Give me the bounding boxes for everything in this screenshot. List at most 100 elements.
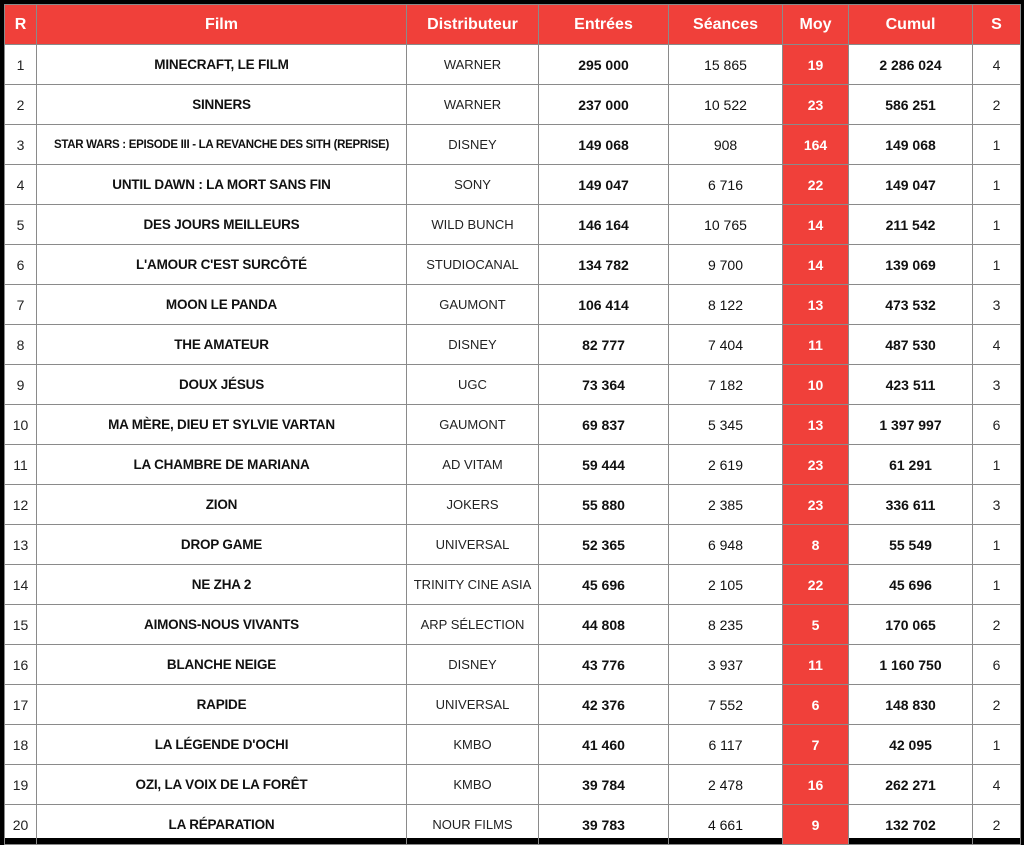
cell-distributor: WARNER [406, 84, 539, 125]
cell-average: 8 [782, 524, 849, 565]
cell-distributor: DISNEY [406, 644, 539, 685]
cell-rank: 7 [4, 284, 37, 325]
cell-distributor: STUDIOCANAL [406, 244, 539, 285]
cell-screenings: 2 478 [668, 764, 783, 805]
cell-film: OZI, LA VOIX DE LA FORÊT [36, 764, 407, 805]
cell-cumul: 61 291 [848, 444, 973, 485]
cell-week: 4 [972, 44, 1021, 85]
cell-average: 11 [782, 324, 849, 365]
cell-distributor: WILD BUNCH [406, 204, 539, 245]
cell-entries: 55 880 [538, 484, 669, 525]
cell-film: RAPIDE [36, 684, 407, 725]
cell-distributor: ARP SÉLECTION [406, 604, 539, 645]
table-row: 19 OZI, LA VOIX DE LA FORÊT KMBO 39 784 2 47… [4, 764, 1021, 805]
cell-distributor: JOKERS [406, 484, 539, 525]
table-row: 10 MA MÈRE, DIEU ET SYLVIE VARTAN GAUMONT 6… [4, 404, 1021, 445]
cell-week: 2 [972, 804, 1021, 845]
cell-rank: 11 [4, 444, 37, 485]
table-row: 11 LA CHAMBRE DE MARIANA AD VITAM 59 444 2 6… [4, 444, 1021, 485]
cell-entries: 52 365 [538, 524, 669, 565]
cell-screenings: 7 404 [668, 324, 783, 365]
cell-week: 1 [972, 124, 1021, 165]
cell-rank: 5 [4, 204, 37, 245]
header-week: S [972, 4, 1021, 45]
cell-distributor: UNIVERSAL [406, 684, 539, 725]
cell-screenings: 5 345 [668, 404, 783, 445]
cell-cumul: 473 532 [848, 284, 973, 325]
cell-rank: 18 [4, 724, 37, 765]
table-row: 13 DROP GAME UNIVERSAL 52 365 6 948 8 55 549 1 [4, 524, 1021, 565]
cell-distributor: KMBO [406, 764, 539, 805]
table-row: 3 STAR WARS : EPISODE III - LA REVANCHE D… [4, 124, 1021, 165]
cell-rank: 3 [4, 124, 37, 165]
cell-cumul: 149 068 [848, 124, 973, 165]
header-distributor: Distributeur [406, 4, 539, 45]
cell-screenings: 7 182 [668, 364, 783, 405]
cell-entries: 295 000 [538, 44, 669, 85]
cell-screenings: 4 661 [668, 804, 783, 845]
table-header: R Film Distributeur Entrées Séances Moy … [4, 4, 1021, 45]
cell-entries: 69 837 [538, 404, 669, 445]
cell-distributor: UNIVERSAL [406, 524, 539, 565]
cell-week: 1 [972, 524, 1021, 565]
table-row: 12 ZION JOKERS 55 880 2 385 23 336 611 3 [4, 484, 1021, 525]
cell-rank: 20 [4, 804, 37, 845]
cell-entries: 106 414 [538, 284, 669, 325]
cell-average: 22 [782, 564, 849, 605]
box-office-table: R Film Distributeur Entrées Séances Moy … [4, 4, 1021, 845]
cell-rank: 4 [4, 164, 37, 205]
cell-week: 1 [972, 444, 1021, 485]
box-office-table-container: R Film Distributeur Entrées Séances Moy … [4, 4, 1021, 845]
table-row: 16 BLANCHE NEIGE DISNEY 43 776 3 937 11 1 160 … [4, 644, 1021, 685]
cell-average: 13 [782, 284, 849, 325]
cell-entries: 45 696 [538, 564, 669, 605]
cell-distributor: AD VITAM [406, 444, 539, 485]
cell-film: MINECRAFT, LE FILM [36, 44, 407, 85]
cell-cumul: 42 095 [848, 724, 973, 765]
cell-rank: 13 [4, 524, 37, 565]
header-cumul: Cumul [848, 4, 973, 45]
cell-entries: 43 776 [538, 644, 669, 685]
cell-week: 3 [972, 284, 1021, 325]
table-row: 9 DOUX JÉSUS UGC 73 364 7 182 10 423 511 3 [4, 364, 1021, 405]
cell-cumul: 211 542 [848, 204, 973, 245]
cell-screenings: 2 105 [668, 564, 783, 605]
table-row: 15 AIMONS-NOUS VIVANTS ARP SÉLECTION 44 808… [4, 604, 1021, 645]
cell-cumul: 55 549 [848, 524, 973, 565]
cell-rank: 2 [4, 84, 37, 125]
cell-film: DOUX JÉSUS [36, 364, 407, 405]
cell-screenings: 6 716 [668, 164, 783, 205]
cell-average: 164 [782, 124, 849, 165]
table-row: 8 THE AMATEUR DISNEY 82 777 7 404 11 487 530 4 [4, 324, 1021, 365]
cell-screenings: 9 700 [668, 244, 783, 285]
cell-cumul: 336 611 [848, 484, 973, 525]
cell-entries: 73 364 [538, 364, 669, 405]
table-row: 14 NE ZHA 2 TRINITY CINE ASIA 45 696 2 105 22… [4, 564, 1021, 605]
cell-rank: 12 [4, 484, 37, 525]
cell-film: L'AMOUR C'EST SURCÔTÉ [36, 244, 407, 285]
cell-rank: 6 [4, 244, 37, 285]
table-row: 1 MINECRAFT, LE FILM WARNER 295 000 15 865 19… [4, 44, 1021, 85]
cell-screenings: 3 937 [668, 644, 783, 685]
cell-week: 4 [972, 324, 1021, 365]
cell-cumul: 139 069 [848, 244, 973, 285]
cell-rank: 17 [4, 684, 37, 725]
header-average: Moy [782, 4, 849, 45]
cell-distributor: WARNER [406, 44, 539, 85]
cell-film: MOON LE PANDA [36, 284, 407, 325]
cell-rank: 1 [4, 44, 37, 85]
cell-distributor: SONY [406, 164, 539, 205]
cell-week: 4 [972, 764, 1021, 805]
header-rank: R [4, 4, 37, 45]
cell-cumul: 132 702 [848, 804, 973, 845]
cell-screenings: 908 [668, 124, 783, 165]
table-row: 6 L'AMOUR C'EST SURCÔTÉ STUDIOCANAL 134 782… [4, 244, 1021, 285]
cell-average: 23 [782, 444, 849, 485]
table-row: 2 SINNERS WARNER 237 000 10 522 23 586 251 2 [4, 84, 1021, 125]
cell-screenings: 8 235 [668, 604, 783, 645]
cell-film: UNTIL DAWN : LA MORT SANS FIN [36, 164, 407, 205]
cell-film: LA LÉGENDE D'OCHI [36, 724, 407, 765]
cell-average: 14 [782, 204, 849, 245]
cell-film: MA MÈRE, DIEU ET SYLVIE VARTAN [36, 404, 407, 445]
cell-average: 13 [782, 404, 849, 445]
